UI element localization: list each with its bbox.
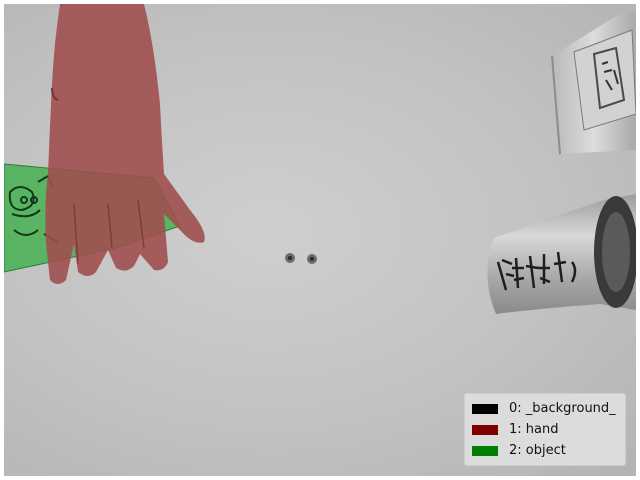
hand bbox=[45, 4, 205, 284]
glass-bottle bbox=[487, 194, 636, 314]
legend-swatch-background bbox=[472, 403, 498, 414]
legend-item-object: 2: object bbox=[465, 440, 625, 461]
legend-label: 2: object bbox=[509, 443, 566, 458]
legend-swatch-hand bbox=[472, 424, 498, 435]
milk-carton bbox=[551, 12, 636, 155]
legend-swatch-object bbox=[472, 445, 498, 456]
photo-scene: 0: _background_ 1: hand 2: object bbox=[4, 4, 636, 476]
legend: 0: _background_ 1: hand 2: object bbox=[464, 393, 626, 466]
scene-illustration bbox=[4, 4, 636, 314]
screws bbox=[285, 253, 317, 264]
legend-item-background: 0: _background_ bbox=[465, 398, 625, 419]
legend-label: 1: hand bbox=[509, 422, 559, 437]
legend-label: 0: _background_ bbox=[509, 401, 616, 416]
legend-item-hand: 1: hand bbox=[465, 419, 625, 440]
